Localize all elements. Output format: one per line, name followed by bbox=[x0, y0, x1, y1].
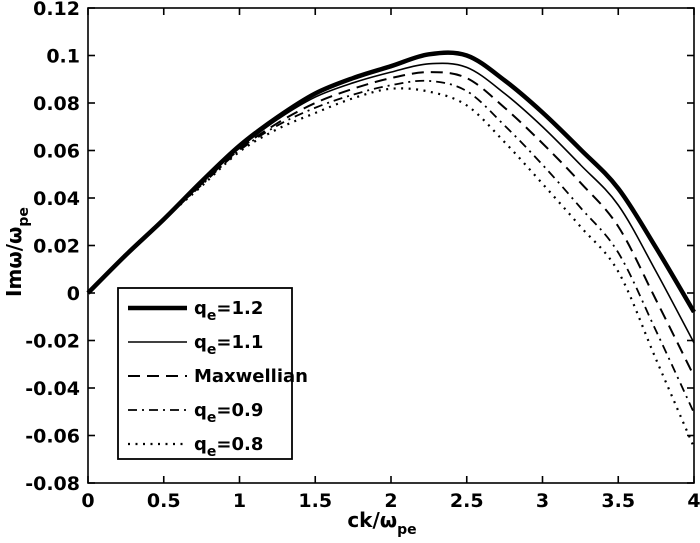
x-axis-label: ck/ωpe bbox=[347, 508, 416, 538]
curve-maxwellian bbox=[87, 71, 695, 377]
x-tick-label: 1.5 bbox=[298, 490, 332, 512]
x-tick-label: 2.5 bbox=[450, 490, 484, 512]
legend-label-qe-1.2: qe=1.2 bbox=[194, 298, 263, 324]
curves bbox=[86, 50, 696, 448]
legend-label-qe-0.9: qe=0.9 bbox=[194, 400, 263, 426]
y-tick-label: 0 bbox=[67, 283, 80, 305]
x-tick-label: 3.5 bbox=[601, 490, 635, 512]
legend-label-maxwellian: Maxwellian bbox=[194, 366, 308, 387]
x-tick-label: 2 bbox=[384, 490, 397, 512]
y-tick-label: -0.02 bbox=[25, 331, 80, 353]
y-tick-label: 0.1 bbox=[46, 46, 80, 68]
x-tick-label: 4 bbox=[687, 490, 700, 512]
legend-entry: qe=1.1 bbox=[128, 332, 263, 358]
y-tick-label: -0.06 bbox=[25, 426, 80, 448]
x-tick-label: 1 bbox=[233, 490, 246, 512]
curve-qe-0.9 bbox=[87, 79, 695, 414]
y-tick-label: 0.02 bbox=[33, 236, 80, 258]
legend-entry: qe=0.8 bbox=[128, 434, 263, 460]
legend-label-qe-1.1: qe=1.1 bbox=[194, 332, 263, 358]
curve-qe-1.2 bbox=[86, 50, 696, 314]
legend-label-qe-0.8: qe=0.8 bbox=[194, 434, 263, 460]
x-tick-label: 0.5 bbox=[147, 490, 181, 512]
y-tick-label: 0.12 bbox=[33, 0, 80, 20]
legend: qe=1.2 qe=1.1 Maxwellian qe=0.9 qe=0.8 bbox=[117, 287, 308, 460]
y-tick-label: 0.04 bbox=[33, 188, 80, 210]
y-tick-label: -0.04 bbox=[25, 378, 80, 400]
legend-entry: qe=1.2 bbox=[128, 298, 263, 324]
legend-entry: qe=0.9 bbox=[128, 400, 263, 426]
y-tick-label: 0.06 bbox=[33, 141, 80, 163]
curve-qe-1.1 bbox=[87, 62, 695, 344]
y-tick-label: 0.08 bbox=[33, 93, 80, 115]
y-axis-label: Imω/ωpe bbox=[2, 207, 32, 297]
y-tick-label: -0.08 bbox=[25, 473, 80, 495]
legend-box bbox=[117, 287, 293, 460]
x-tick-label: 0 bbox=[81, 490, 94, 512]
legend-entry: Maxwellian bbox=[128, 366, 308, 387]
axis-ticks bbox=[87, 7, 695, 484]
tick-labels: 0 0.5 1 1.5 2 2.5 3 3.5 4 -0.08 -0.06 -0.04 -0.02 0 0.… bbox=[25, 0, 700, 512]
x-tick-label: 3 bbox=[536, 490, 549, 512]
